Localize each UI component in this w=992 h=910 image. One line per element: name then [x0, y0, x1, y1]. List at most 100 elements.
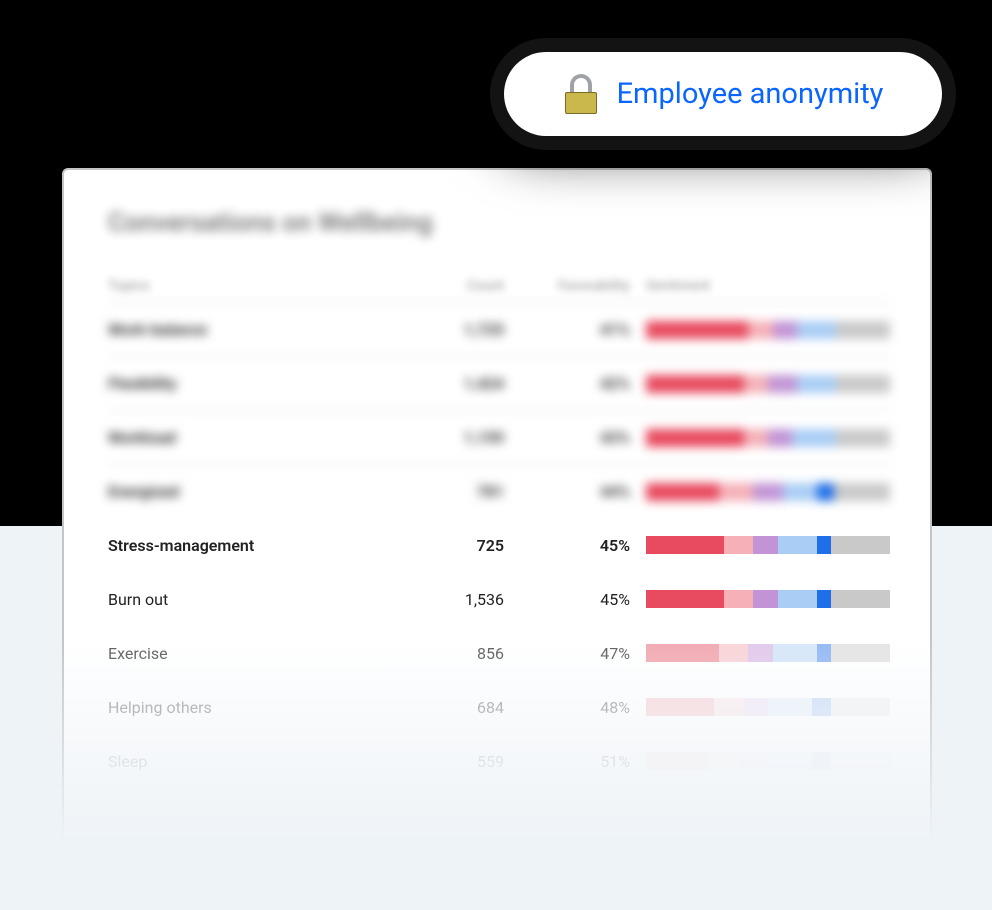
sentiment-segment	[817, 590, 832, 608]
anonymity-badge[interactable]: Employee anonymity	[504, 52, 942, 136]
sentiment-segment	[792, 429, 836, 447]
sentiment-segment	[748, 321, 772, 339]
sentiment-segment	[831, 590, 890, 608]
sentiment-segment	[773, 644, 817, 662]
cell-favorability: 48%	[520, 698, 630, 717]
sentiment-segment	[817, 483, 834, 501]
cell-count: 1,424	[394, 374, 504, 393]
cell-topic: Sleep	[108, 752, 378, 771]
sentiment-segment	[646, 429, 744, 447]
sentiment-segment	[646, 644, 719, 662]
table-row[interactable]: Workload1,15943%	[108, 410, 890, 464]
sentiment-bar	[646, 644, 890, 662]
sentiment-segment	[797, 321, 836, 339]
sentiment-segment	[646, 752, 709, 770]
sentiment-segment	[724, 536, 753, 554]
sentiment-segment	[778, 536, 817, 554]
cell-favorability: 45%	[520, 590, 630, 609]
cell-count: 559	[394, 752, 504, 771]
sentiment-segment	[817, 644, 832, 662]
sentiment-segment	[646, 321, 748, 339]
sentiment-segment	[831, 644, 890, 662]
sentiment-segment	[831, 752, 890, 770]
sentiment-bar	[646, 375, 890, 393]
sentiment-segment	[646, 536, 724, 554]
sentiment-segment	[812, 752, 832, 770]
sentiment-segment	[817, 536, 832, 554]
sentiment-segment	[646, 483, 719, 501]
sentiment-bar	[646, 752, 890, 770]
sentiment-bar	[646, 536, 890, 554]
sentiment-segment	[744, 375, 768, 393]
sentiment-bar	[646, 321, 890, 339]
table-body: Work-balance 1,725 41% Flexibility 1,424 42% W…	[108, 302, 890, 788]
sentiment-bar	[646, 483, 890, 501]
sentiment-segment	[719, 644, 748, 662]
cell-topic: Stress-management	[108, 536, 378, 555]
cell-favorability: 43%	[520, 428, 630, 447]
cell-count: 1,725	[394, 320, 504, 339]
sentiment-segment	[646, 590, 724, 608]
sentiment-segment	[724, 590, 753, 608]
sentiment-segment	[783, 483, 817, 501]
table-row[interactable]: Helping others 684 48%	[108, 680, 890, 734]
cell-favorability: 51%	[520, 752, 630, 771]
sentiment-segment	[778, 590, 817, 608]
cell-favorability: 45%	[520, 536, 630, 555]
cell-favorability: 42%	[520, 374, 630, 393]
cell-count: 684	[394, 698, 504, 717]
sentiment-segment	[836, 321, 890, 339]
sentiment-segment	[773, 321, 797, 339]
sentiment-segment	[753, 536, 777, 554]
sentiment-segment	[836, 429, 890, 447]
col-favorability: Favorability	[520, 278, 630, 294]
col-count: Count	[394, 278, 504, 294]
sentiment-bar	[646, 698, 890, 716]
cell-topic: Helping others	[108, 698, 378, 717]
table-row[interactable]: Stress-management 725 45%	[108, 518, 890, 572]
cell-count: 781	[394, 482, 504, 501]
sentiment-segment	[768, 375, 797, 393]
cell-topic: Burn out	[108, 590, 378, 609]
sentiment-segment	[753, 590, 777, 608]
cell-favorability: 41%	[520, 320, 630, 339]
sentiment-segment	[768, 429, 792, 447]
cell-favorability: 47%	[520, 644, 630, 663]
cell-topic: Energized	[108, 482, 378, 501]
cell-count: 725	[394, 536, 504, 555]
table-row[interactable]: Flexibility 1,424 42%	[108, 356, 890, 410]
sentiment-segment	[646, 375, 744, 393]
table-row[interactable]: Burn out 1,536 45%	[108, 572, 890, 626]
sentiment-segment	[748, 644, 772, 662]
cell-topic: Work-balance	[108, 320, 378, 339]
sentiment-segment	[744, 698, 768, 716]
sentiment-segment	[768, 698, 812, 716]
table-row[interactable]: Exercise 856 47%	[108, 626, 890, 680]
sentiment-segment	[831, 536, 890, 554]
sentiment-segment	[753, 483, 782, 501]
col-sentiment: Sentiment	[646, 278, 890, 294]
sentiment-segment	[812, 698, 832, 716]
table-row[interactable]: Energized 781 44%	[108, 464, 890, 518]
sentiment-segment	[709, 752, 738, 770]
sentiment-segment	[646, 698, 714, 716]
card-title: Conversations on Wellbeing	[108, 208, 890, 238]
sentiment-segment	[834, 483, 890, 501]
sentiment-segment	[831, 698, 890, 716]
col-topic: Topics	[108, 278, 378, 294]
sentiment-segment	[797, 375, 836, 393]
table-row[interactable]: Sleep 559 51%	[108, 734, 890, 788]
cell-count: 1,159	[394, 428, 504, 447]
sentiment-bar	[646, 429, 890, 447]
sentiment-bar	[646, 590, 890, 608]
cell-count: 856	[394, 644, 504, 663]
cell-topic: Flexibility	[108, 374, 378, 393]
cell-favorability: 44%	[520, 482, 630, 501]
sentiment-segment	[719, 483, 753, 501]
table-row[interactable]: Work-balance 1,725 41%	[108, 302, 890, 356]
cell-count: 1,536	[394, 590, 504, 609]
sentiment-segment	[836, 375, 890, 393]
sentiment-segment	[768, 752, 812, 770]
cell-topic: Exercise	[108, 644, 378, 663]
sentiment-segment	[744, 429, 768, 447]
